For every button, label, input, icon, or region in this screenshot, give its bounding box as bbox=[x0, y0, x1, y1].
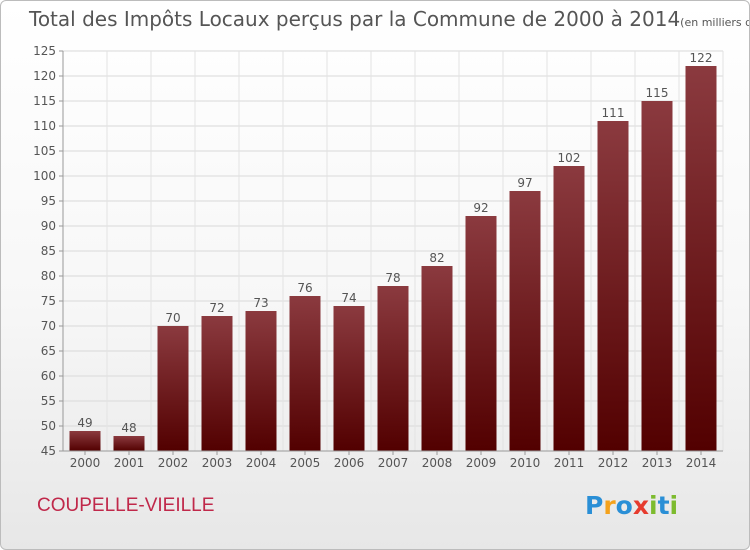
logo-letter: i bbox=[669, 491, 679, 520]
bars bbox=[69, 66, 717, 451]
logo-letter: r bbox=[603, 491, 616, 520]
commune-name: COUPELLE-VIEILLE bbox=[37, 495, 215, 516]
y-tick-label: 110 bbox=[33, 119, 56, 133]
data-label: 73 bbox=[253, 296, 268, 310]
data-label: 97 bbox=[517, 176, 532, 190]
y-tick-label: 85 bbox=[41, 244, 56, 258]
x-tick-label: 2008 bbox=[422, 456, 453, 470]
bar bbox=[333, 306, 365, 451]
y-tick-label: 45 bbox=[41, 444, 56, 458]
data-label: 70 bbox=[165, 311, 180, 325]
bar bbox=[421, 266, 453, 451]
x-tick-label: 2005 bbox=[290, 456, 321, 470]
bar bbox=[201, 316, 233, 451]
data-label: 74 bbox=[341, 291, 356, 305]
data-label: 76 bbox=[297, 281, 312, 295]
x-tick-label: 2011 bbox=[554, 456, 585, 470]
chart-title: Total des Impôts Locaux perçus par la Co… bbox=[29, 7, 749, 31]
bar bbox=[289, 296, 321, 451]
x-tick-label: 2004 bbox=[246, 456, 277, 470]
bar bbox=[553, 166, 585, 451]
data-label: 92 bbox=[473, 201, 488, 215]
y-tick-label: 75 bbox=[41, 294, 56, 308]
bar bbox=[685, 66, 717, 451]
data-label: 78 bbox=[385, 271, 400, 285]
x-tick-label: 2006 bbox=[334, 456, 365, 470]
logo-letter: t bbox=[657, 491, 670, 520]
y-tick-label: 105 bbox=[33, 144, 56, 158]
labels: 45 50 55 60 65 70 75 80 85 90 95 100 105 110 115 120 125… bbox=[33, 44, 716, 470]
logo-letter: i bbox=[649, 491, 658, 520]
x-tick-label: 2009 bbox=[466, 456, 497, 470]
y-tick-label: 120 bbox=[33, 69, 56, 83]
data-label: 111 bbox=[602, 106, 625, 120]
logo-letter: x bbox=[632, 491, 649, 520]
y-tick-label: 50 bbox=[41, 419, 56, 433]
y-tick-label: 55 bbox=[41, 394, 56, 408]
bar bbox=[157, 326, 189, 451]
y-tick-label: 65 bbox=[41, 344, 56, 358]
x-tick-label: 2001 bbox=[114, 456, 145, 470]
y-tick-label: 115 bbox=[33, 94, 56, 108]
bar bbox=[69, 431, 101, 451]
data-label: 72 bbox=[209, 301, 224, 315]
bar bbox=[597, 121, 629, 451]
bar bbox=[465, 216, 497, 451]
data-label: 102 bbox=[558, 151, 581, 165]
logo-letter: o bbox=[615, 491, 633, 520]
x-tick-label: 2010 bbox=[510, 456, 541, 470]
bar bbox=[377, 286, 409, 451]
x-tick-label: 2000 bbox=[70, 456, 101, 470]
bar bbox=[509, 191, 541, 451]
proxiti-logo: Proxiti bbox=[585, 491, 678, 520]
data-label: 49 bbox=[77, 416, 92, 430]
y-tick-label: 70 bbox=[41, 319, 56, 333]
data-label: 115 bbox=[646, 86, 669, 100]
y-tick-label: 125 bbox=[33, 44, 56, 58]
bar bbox=[641, 101, 673, 451]
x-tick-label: 2007 bbox=[378, 456, 409, 470]
y-tick-label: 90 bbox=[41, 219, 56, 233]
x-tick-label: 2012 bbox=[598, 456, 629, 470]
axes bbox=[59, 50, 723, 455]
x-tick-label: 2014 bbox=[686, 456, 717, 470]
logo-letter: P bbox=[585, 491, 604, 520]
x-tick-label: 2002 bbox=[158, 456, 189, 470]
y-tick-label: 100 bbox=[33, 169, 56, 183]
y-tick-label: 80 bbox=[41, 269, 56, 283]
x-tick-label: 2013 bbox=[642, 456, 673, 470]
bar bbox=[113, 436, 145, 451]
y-tick-label: 60 bbox=[41, 369, 56, 383]
x-tick-label: 2003 bbox=[202, 456, 233, 470]
bar bbox=[245, 311, 277, 451]
data-label: 48 bbox=[121, 421, 136, 435]
data-label: 82 bbox=[429, 251, 444, 265]
title-text: Total des Impôts Locaux perçus par la Co… bbox=[29, 7, 681, 31]
data-label: 122 bbox=[690, 51, 713, 65]
unit-text: (en milliers d'€) bbox=[680, 16, 749, 29]
y-tick-label: 95 bbox=[41, 194, 56, 208]
